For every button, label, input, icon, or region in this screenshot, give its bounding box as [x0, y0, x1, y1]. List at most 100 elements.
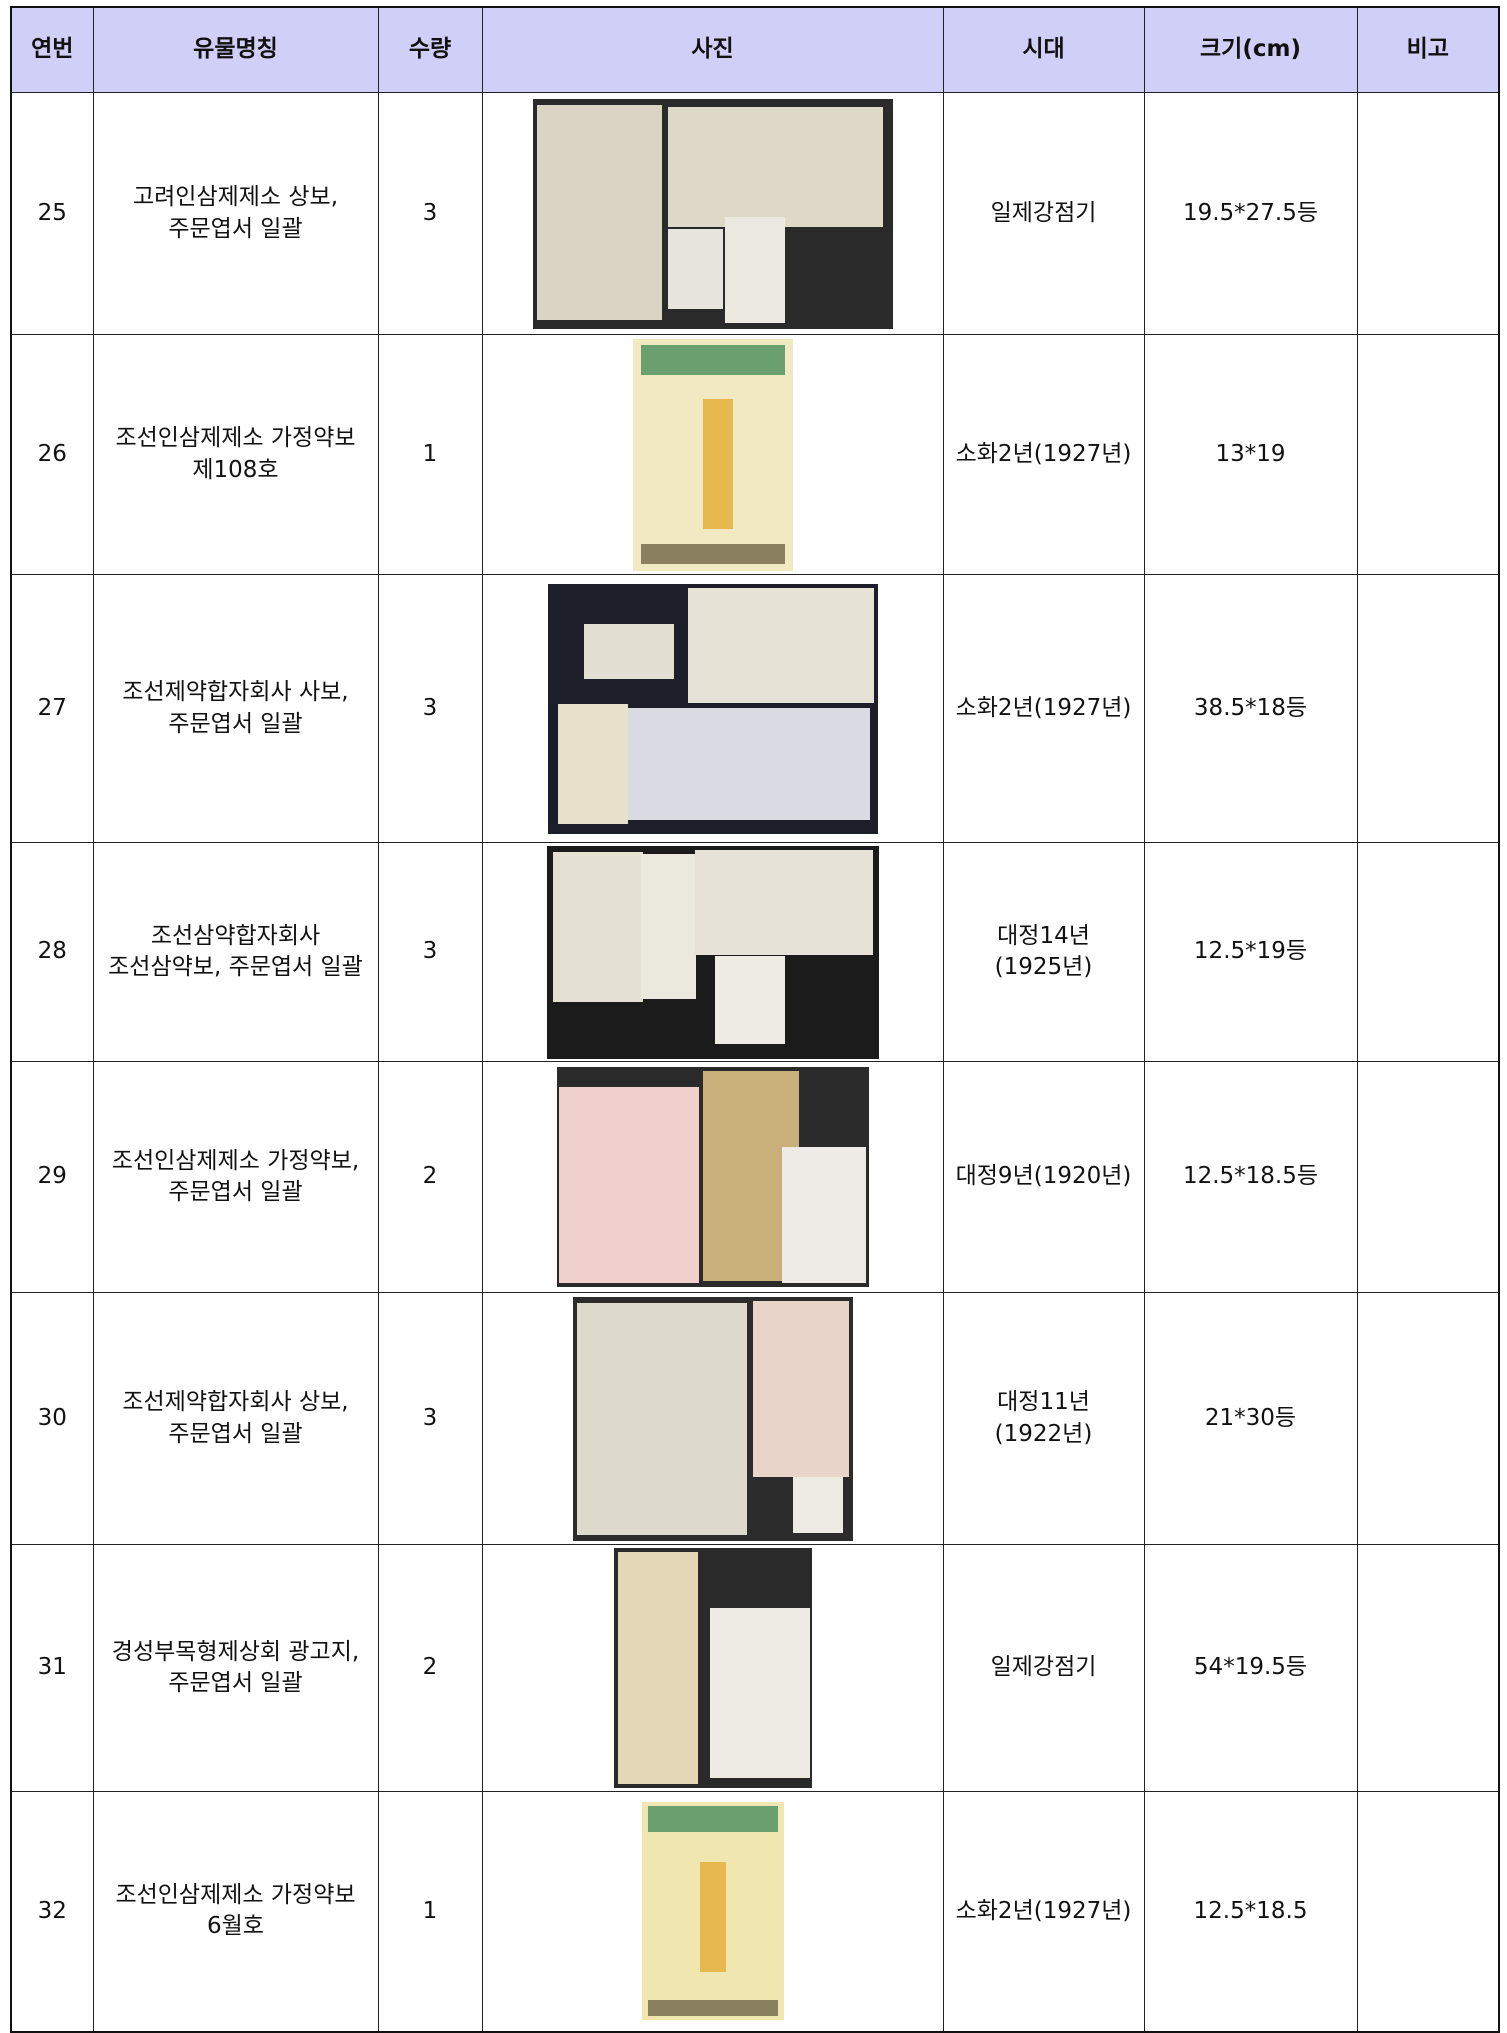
artifact-photo: [641, 1802, 784, 2021]
table-row: 32 조선인삼제제소 가정약보 6월호 1 소화2년(1927년) 12.5*18.5: [10, 1791, 1500, 2032]
photo-document: [699, 1862, 726, 1973]
note-cell: [1356, 92, 1500, 335]
artifact-photo: [632, 338, 793, 571]
table-row: 30 조선제약합자회사 상보, 주문엽서 일괄 3 대정11년(1922년) 21*30…: [10, 1292, 1500, 1545]
period-cell: 대정11년(1922년): [942, 1292, 1145, 1545]
header-cell: 연번: [10, 6, 94, 93]
photo-document: [781, 1147, 866, 1283]
artifact-photo: [572, 1296, 853, 1541]
size-cell: 54*19.5등: [1143, 1544, 1358, 1792]
artifact-photo: [547, 583, 878, 834]
photo-document: [709, 1608, 810, 1778]
photo-document: [617, 1552, 698, 1784]
number-cell: 32: [10, 1791, 94, 2032]
quantity-cell: 3: [377, 92, 483, 335]
header-row: 연번 유물명칭 수량 사진 시대 크기(cm) 비고: [10, 6, 1500, 93]
artifact-photo: [546, 845, 879, 1059]
photo-cell: [481, 1292, 944, 1545]
table-row: 29 조선인삼제제소 가정약보, 주문엽서 일괄 2 대정9년(1920년) 12.5*…: [10, 1061, 1500, 1293]
period-cell: 소화2년(1927년): [942, 574, 1145, 843]
size-cell: 19.5*27.5등: [1143, 92, 1358, 335]
size-cell: 12.5*18.5등: [1143, 1061, 1358, 1293]
artifact-table: 연번 유물명칭 수량 사진 시대 크기(cm) 비고 25 고려인삼제제소 상보, 주문엽서 …: [10, 6, 1500, 2033]
period-cell: 일제강점기: [942, 1544, 1145, 1792]
photo-cell: [481, 842, 944, 1062]
note-cell: [1356, 842, 1500, 1062]
photo-document: [640, 543, 785, 564]
photo-document: [687, 587, 874, 703]
table-row: 27 조선제약합자회사 사보, 주문엽서 일괄 3 소화2년(1927년) 38.5*1…: [10, 574, 1500, 843]
photo-cell: [481, 1544, 944, 1792]
header-cell: 시대: [942, 6, 1145, 93]
artifact-photo: [613, 1548, 812, 1788]
photo-cell: [481, 1791, 944, 2032]
period-cell: 소화2년(1927년): [942, 1791, 1145, 2032]
note-cell: [1356, 334, 1500, 575]
number-cell: 25: [10, 92, 94, 335]
table-row: 28 조선삼약합자회사 조선삼약보, 주문엽서 일괄 3 대정14년(1925년) 12…: [10, 842, 1500, 1062]
photo-document: [647, 1806, 778, 1833]
number-cell: 29: [10, 1061, 94, 1293]
quantity-cell: 1: [377, 334, 483, 575]
note-cell: [1356, 574, 1500, 843]
artifact-photo: [532, 98, 893, 329]
period-cell: 대정9년(1920년): [942, 1061, 1145, 1293]
header-cell: 유물명칭: [92, 6, 379, 93]
number-cell: 26: [10, 334, 94, 575]
name-cell: 조선인삼제제소 가정약보 6월호: [92, 1791, 379, 2032]
photo-document: [714, 955, 785, 1044]
note-cell: [1356, 1544, 1500, 1792]
photo-document: [536, 104, 662, 320]
photo-document: [702, 398, 733, 529]
photo-cell: [481, 574, 944, 843]
name-cell: 조선인삼제제소 가정약보, 주문엽서 일괄: [92, 1061, 379, 1293]
note-cell: [1356, 1061, 1500, 1293]
quantity-cell: 2: [377, 1544, 483, 1792]
name-cell: 고려인삼제제소 상보, 주문엽서 일괄: [92, 92, 379, 335]
quantity-cell: 2: [377, 1061, 483, 1293]
size-cell: 12.5*19등: [1143, 842, 1358, 1062]
number-cell: 27: [10, 574, 94, 843]
quantity-cell: 3: [377, 842, 483, 1062]
photo-cell: [481, 1061, 944, 1293]
name-cell: 조선인삼제제소 가정약보 제108호: [92, 334, 379, 575]
table-row: 31 경성부목형제상회 광고지, 주문엽서 일괄 2 일제강점기 54*19.5등: [10, 1544, 1500, 1792]
number-cell: 30: [10, 1292, 94, 1545]
photo-document: [558, 1087, 699, 1283]
photo-document: [792, 1476, 843, 1533]
photo-document: [694, 849, 873, 955]
name-cell: 조선제약합자회사 사보, 주문엽서 일괄: [92, 574, 379, 843]
photo-document: [583, 623, 674, 679]
header-cell: 사진: [481, 6, 944, 93]
period-cell: 일제강점기: [942, 92, 1145, 335]
artifact-photo: [556, 1067, 869, 1287]
period-cell: 소화2년(1927년): [942, 334, 1145, 575]
quantity-cell: 3: [377, 1292, 483, 1545]
size-cell: 13*19: [1143, 334, 1358, 575]
number-cell: 28: [10, 842, 94, 1062]
number-cell: 31: [10, 1544, 94, 1792]
photo-document: [667, 228, 723, 309]
header-cell: 수량: [377, 6, 483, 93]
table-row: 25 고려인삼제제소 상보, 주문엽서 일괄 3 일제강점기 19.5*27.5등: [10, 92, 1500, 335]
photo-document: [576, 1302, 747, 1535]
table-row: 26 조선인삼제제소 가정약보 제108호 1 소화2년(1927년) 13*19: [10, 334, 1500, 575]
name-cell: 조선삼약합자회사 조선삼약보, 주문엽서 일괄: [92, 842, 379, 1062]
photo-document: [724, 216, 785, 323]
photo-cell: [481, 334, 944, 575]
photo-document: [627, 707, 870, 820]
note-cell: [1356, 1292, 1500, 1545]
size-cell: 12.5*18.5: [1143, 1791, 1358, 2032]
photo-cell: [481, 92, 944, 335]
header-cell: 비고: [1356, 6, 1500, 93]
size-cell: 21*30등: [1143, 1292, 1358, 1545]
name-cell: 조선제약합자회사 상보, 주문엽서 일괄: [92, 1292, 379, 1545]
note-cell: [1356, 1791, 1500, 2032]
photo-document: [640, 853, 696, 999]
size-cell: 38.5*18등: [1143, 574, 1358, 843]
photo-document: [552, 851, 643, 1002]
photo-document: [557, 703, 628, 824]
header-cell: 크기(cm): [1143, 6, 1358, 93]
photo-document: [647, 2000, 778, 2017]
